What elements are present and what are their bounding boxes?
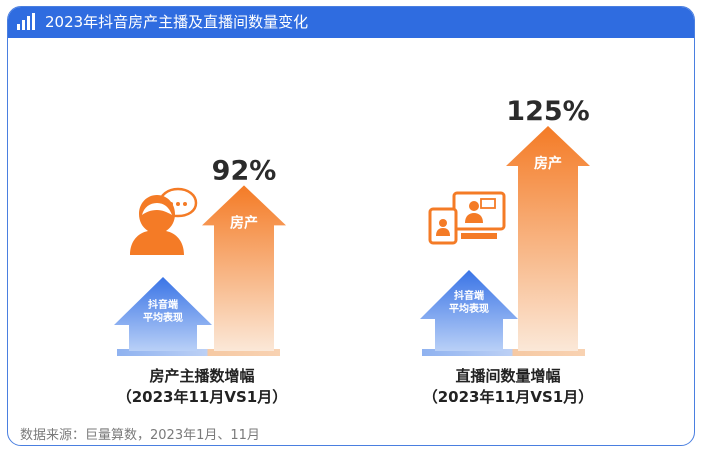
left-blue-label-1: 抖音端 bbox=[148, 298, 178, 311]
left-orange-label: 房产 bbox=[230, 214, 258, 231]
right-chart: 抖音端 平均表现 房产 125% 直播间数量增幅 （2023年11月VS1月） bbox=[420, 96, 593, 406]
left-period: （2023年11月VS1月） bbox=[117, 388, 287, 406]
right-orange-arrow bbox=[506, 126, 590, 351]
left-chart: 抖音端 平均表现 房产 92% 房产主播数增幅 （2023年11月VS1月） bbox=[114, 155, 287, 406]
chart-card: 2023年抖音房产主播及直播间数量变化 抖音端 bbox=[7, 6, 695, 446]
chart-icon bbox=[17, 13, 35, 30]
chart-area: 抖音端 平均表现 房产 92% 房产主播数增幅 （2023年11月VS1月） 抖… bbox=[114, 96, 593, 406]
left-orange-arrow bbox=[202, 185, 286, 351]
header-bar: 2023年抖音房产主播及直播间数量变化 bbox=[8, 7, 694, 38]
right-orange-label: 房产 bbox=[534, 155, 562, 172]
left-xlabel: 房产主播数增幅 bbox=[149, 367, 254, 385]
screens-icon bbox=[428, 191, 506, 245]
right-blue-label-1: 抖音端 bbox=[454, 289, 484, 302]
right-baseline bbox=[422, 349, 585, 356]
source-note: 数据来源：巨量算数，2023年1月、11月 bbox=[20, 428, 260, 443]
left-blue-label-2: 平均表现 bbox=[143, 311, 183, 324]
left-blue-arrow bbox=[114, 277, 212, 351]
woman-chat-icon bbox=[130, 187, 198, 255]
left-percent-label: 92% bbox=[212, 155, 277, 186]
right-percent-label: 125% bbox=[506, 96, 589, 127]
page-title: 2023年抖音房产主播及直播间数量变化 bbox=[45, 13, 309, 31]
right-xlabel: 直播间数量增幅 bbox=[455, 367, 560, 385]
left-baseline bbox=[117, 349, 280, 356]
right-blue-label-2: 平均表现 bbox=[449, 302, 489, 315]
right-period: （2023年11月VS1月） bbox=[423, 388, 593, 406]
right-blue-arrow bbox=[420, 270, 518, 351]
